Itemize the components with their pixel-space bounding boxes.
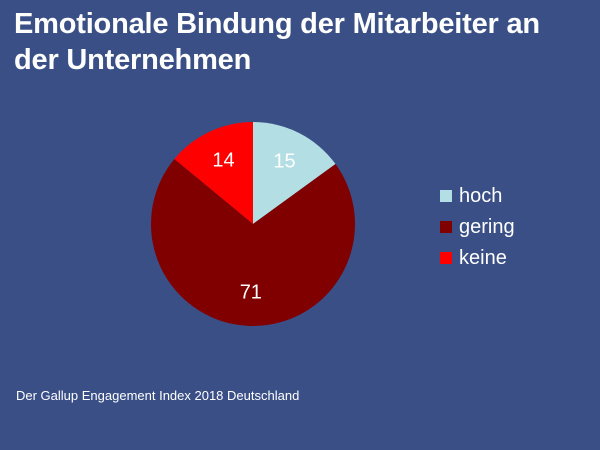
legend-swatch-hoch [440, 189, 452, 202]
pie-slice-hoch [253, 122, 336, 224]
legend-item-keine: keine [440, 242, 515, 273]
pie-data-labels: 15 71 14 [212, 150, 295, 304]
legend-item-gering: gering [440, 211, 515, 242]
legend-label-hoch: hoch [459, 184, 503, 207]
legend-swatch-keine [440, 251, 452, 264]
legend-label-keine: keine [459, 246, 507, 269]
legend-label-gering: gering [459, 215, 515, 238]
pie-data-label-hoch: 15 [273, 150, 295, 172]
source-note: Der Gallup Engagement Index 2018 Deutsch… [16, 388, 300, 403]
pie-slice-gering [151, 158, 356, 326]
pie-slice-keine [174, 122, 253, 224]
pie-data-label-gering: 71 [240, 282, 262, 304]
legend: hoch gering keine [440, 180, 515, 273]
pie-slices [151, 122, 356, 326]
legend-item-hoch: hoch [440, 180, 515, 211]
chart-title: Emotionale Bindung der Mitarbeiter an de… [14, 8, 540, 76]
legend-swatch-gering [440, 220, 452, 233]
pie-data-label-keine: 14 [212, 150, 234, 172]
